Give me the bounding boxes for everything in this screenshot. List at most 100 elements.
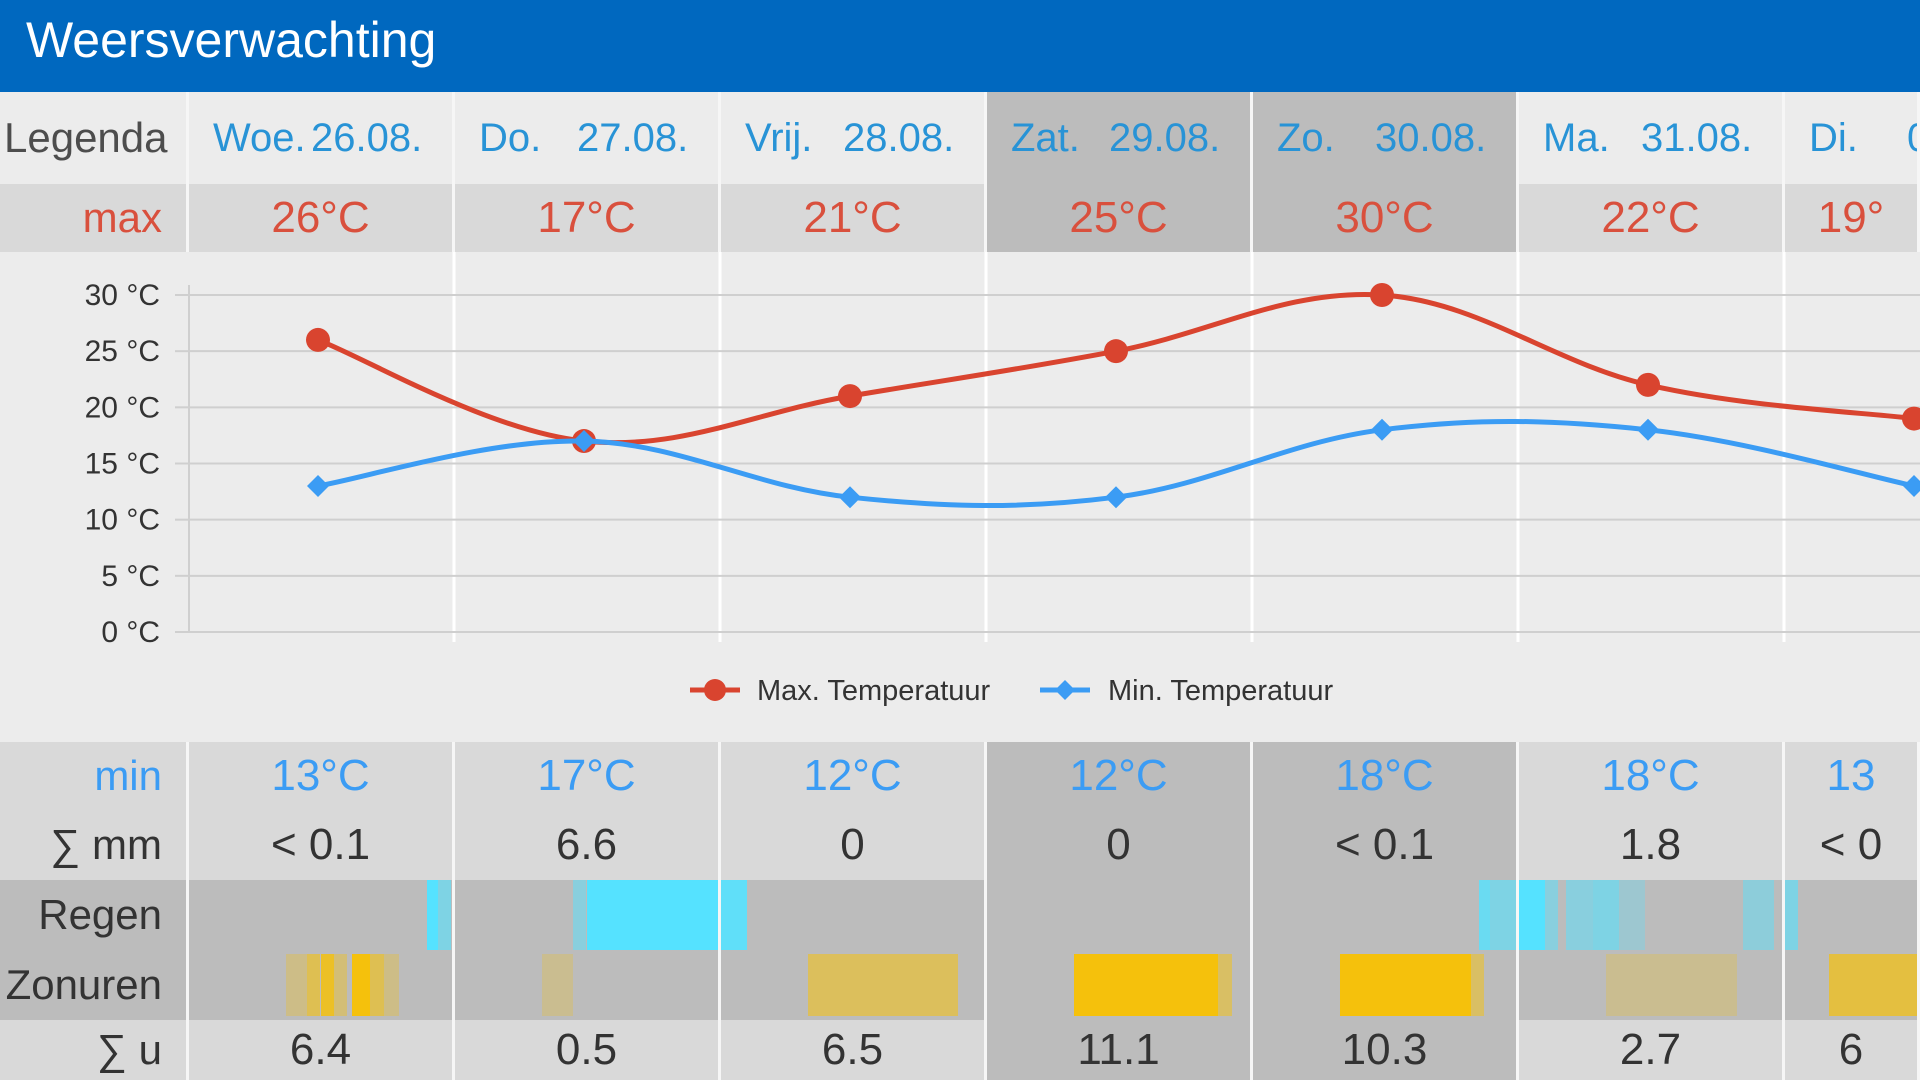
day-date: 26.08.: [311, 115, 423, 160]
sun-hours-cell: 6.4: [189, 1020, 455, 1080]
day-name: Di.: [1809, 115, 1858, 160]
min-temp-point: [307, 474, 329, 497]
rain-bar-cell: [455, 880, 721, 950]
sunshine-segment: [1218, 954, 1232, 1016]
day-date: 31.08.: [1641, 115, 1753, 160]
rain-segment: [715, 880, 718, 950]
day-header-cell: Zo. 30.08.: [1253, 92, 1519, 184]
precipitation-label: ∑ mm: [0, 810, 189, 880]
sunshine-bar-cell: [1253, 950, 1519, 1020]
max-temp-point: [1636, 372, 1660, 397]
day-date: 29.08.: [1109, 115, 1221, 160]
max-temp-legend-label: Max. Temperatuur: [757, 675, 991, 707]
sunshine-segment: [541, 954, 574, 1016]
rain-segment: [1479, 880, 1490, 950]
max-row: max 26°C 17°C 21°C 25°C 30°C 22°C 19°: [0, 184, 1920, 252]
day-date: 30.08.: [1375, 115, 1487, 160]
precipitation-row: ∑ mm < 0.1 6.6 0 0 < 0.1 1.8 < 0: [0, 810, 1920, 880]
min-row: min 13°C 17°C 12°C 12°C 18°C 18°C 13: [0, 742, 1920, 810]
max-temp-line: [317, 291, 1915, 446]
min-temp-point: [573, 430, 595, 453]
sunshine-segment: [333, 954, 347, 1016]
precipitation-cell: < 0.1: [1253, 810, 1519, 880]
max-temp-cell: 17°C: [455, 184, 721, 252]
rain-segment: [1785, 880, 1799, 950]
y-axis-tick-label: 15 °C: [85, 448, 160, 481]
max-temp-cell: 19°: [1785, 184, 1920, 252]
min-temp-cell: 12°C: [721, 742, 987, 810]
day-header-cell: Do. 27.08.: [455, 92, 721, 184]
rain-segment: [1742, 880, 1775, 950]
rain-segment: [1566, 880, 1593, 950]
y-axis-tick-label: 20 °C: [85, 391, 160, 424]
max-temp-cell: 30°C: [1253, 184, 1519, 252]
rain-bar-cell: [987, 880, 1253, 950]
min-temp-point: [1105, 486, 1127, 509]
day-header-cell: Woe. 26.08.: [189, 92, 455, 184]
rain-segment: [721, 880, 748, 950]
sun-hours-label: ∑ u: [0, 1020, 189, 1080]
y-axis-tick-label: 0 °C: [101, 616, 160, 649]
min-temp-cell: 13°C: [189, 742, 455, 810]
sunshine-segment: [320, 954, 334, 1016]
day-name: Do.: [479, 115, 542, 160]
max-label: max: [0, 184, 189, 252]
min-temp-point: [1637, 418, 1659, 441]
precipitation-cell: < 0.1: [189, 810, 455, 880]
precipitation-cell: 6.6: [455, 810, 721, 880]
max-temp-point: [838, 384, 862, 409]
y-axis-tick-label: 5 °C: [101, 560, 160, 593]
min-temp-cell: 12°C: [987, 742, 1253, 810]
sunshine-bar-cell: [1785, 950, 1920, 1020]
rain-bar-cell: [1253, 880, 1519, 950]
precipitation-cell: < 0: [1785, 810, 1920, 880]
min-temp-point: [839, 486, 861, 509]
day-name: Zo.: [1277, 115, 1335, 160]
day-name: Zat.: [1011, 115, 1080, 160]
temperature-chart-svg: 0 °C 5 °C 10 °C 15 °C 20 °C 25 °C 30 °C Max. Te…: [85, 252, 1920, 707]
temperature-chart: 0 °C 5 °C 10 °C 15 °C 20 °C 25 °C 30 °C Max. Te…: [0, 252, 1920, 742]
sun-hours-row: ∑ u 6.4 0.5 6.5 11.1 10.3 2.7 6: [0, 1020, 1920, 1080]
sunshine-segment: [286, 954, 308, 1016]
day-name: Woe.: [213, 115, 306, 160]
day-date: 27.08.: [577, 115, 689, 160]
sunshine-segment: [807, 954, 958, 1016]
rain-segment: [1618, 880, 1646, 950]
day-name: Ma.: [1543, 115, 1610, 160]
y-axis-tick-label: 25 °C: [85, 335, 160, 368]
sun-hours-cell: 11.1: [987, 1020, 1253, 1080]
max-temp-point: [1370, 283, 1394, 307]
sunshine-label: Zonuren: [0, 950, 189, 1020]
min-temp-point: [1371, 418, 1393, 441]
sunshine-segment: [383, 954, 400, 1016]
sunshine-bar-cell: [721, 950, 987, 1020]
sunshine-segment: [1073, 954, 1219, 1016]
sunshine-segment: [352, 954, 371, 1016]
rain-segment: [1489, 880, 1516, 950]
max-temp-point: [1104, 339, 1128, 364]
sunshine-segment: [1828, 954, 1917, 1016]
day-header-row: Legenda Woe. 26.08. Do. 27.08. Vrij. 28.08. Za…: [0, 92, 1920, 184]
sunshine-row: Zonuren: [0, 950, 1920, 1020]
max-temp-cell: 22°C: [1519, 184, 1785, 252]
y-axis-tick-label: 30 °C: [85, 279, 160, 312]
sun-hours-cell: 6.5: [721, 1020, 987, 1080]
max-temp-point: [306, 327, 330, 352]
max-temp-legend-marker: [704, 679, 726, 701]
precipitation-cell: 0: [721, 810, 987, 880]
rain-bar-cell: [189, 880, 455, 950]
day-header-cell: Ma. 31.08.: [1519, 92, 1785, 184]
min-temp-point: [1903, 474, 1920, 497]
min-temp-cell: 18°C: [1519, 742, 1785, 810]
rain-segment: [437, 880, 451, 950]
rain-bar-cell: [1519, 880, 1785, 950]
rain-row: Regen: [0, 880, 1920, 950]
sunshine-segment: [307, 954, 321, 1016]
legend-label: Legenda: [0, 92, 189, 184]
rain-bar-cell: [1785, 880, 1920, 950]
rain-label: Regen: [0, 880, 189, 950]
day-header-cell: Zat. 29.08.: [987, 92, 1253, 184]
min-temp-cell: 17°C: [455, 742, 721, 810]
rain-segment: [586, 880, 718, 950]
sunshine-bar-cell: [189, 950, 455, 1020]
